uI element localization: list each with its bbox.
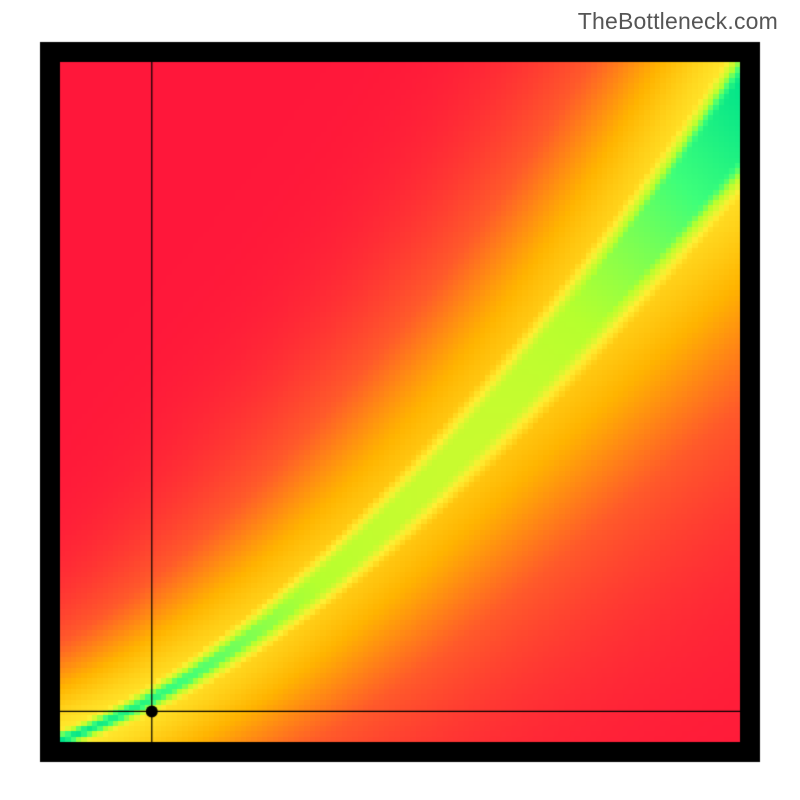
attribution-label: TheBottleneck.com bbox=[578, 8, 778, 35]
chart-container: TheBottleneck.com bbox=[0, 0, 800, 800]
bottleneck-heatmap bbox=[0, 0, 800, 800]
